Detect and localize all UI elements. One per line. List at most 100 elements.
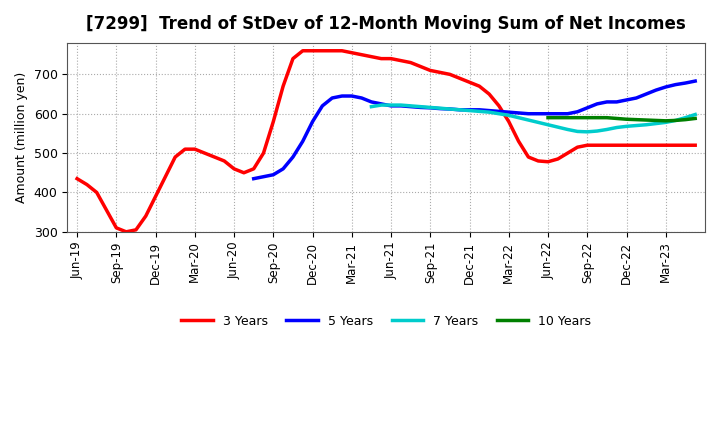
5 Years — [328, 95, 336, 101]
7 Years — [573, 129, 582, 134]
5 Years — [622, 97, 631, 103]
7 Years — [514, 115, 523, 120]
Line: 7 Years: 7 Years — [372, 105, 696, 132]
5 Years — [593, 101, 601, 106]
10 Years — [622, 117, 631, 122]
7 Years — [416, 104, 425, 109]
5 Years — [279, 166, 287, 172]
5 Years — [377, 101, 385, 106]
10 Years — [662, 118, 670, 124]
7 Years — [475, 109, 484, 114]
5 Years — [662, 84, 670, 90]
5 Years — [338, 93, 346, 99]
Line: 5 Years: 5 Years — [253, 81, 696, 179]
3 Years — [298, 48, 307, 53]
7 Years — [642, 122, 650, 128]
7 Years — [691, 112, 700, 117]
7 Years — [456, 107, 464, 113]
7 Years — [622, 124, 631, 129]
5 Years — [603, 99, 611, 105]
5 Years — [367, 99, 376, 105]
5 Years — [249, 176, 258, 181]
5 Years — [671, 82, 680, 87]
Line: 10 Years: 10 Years — [548, 117, 696, 121]
5 Years — [495, 109, 503, 114]
5 Years — [446, 106, 454, 112]
5 Years — [436, 106, 444, 111]
10 Years — [603, 115, 611, 120]
3 Years — [122, 229, 130, 235]
5 Years — [642, 92, 650, 97]
7 Years — [485, 110, 493, 115]
7 Years — [662, 120, 670, 125]
5 Years — [269, 172, 278, 177]
5 Years — [426, 105, 435, 110]
5 Years — [652, 88, 660, 93]
Title: [7299]  Trend of StDev of 12-Month Moving Sum of Net Incomes: [7299] Trend of StDev of 12-Month Moving… — [86, 15, 686, 33]
5 Years — [475, 107, 484, 113]
3 Years — [73, 176, 81, 181]
5 Years — [456, 107, 464, 113]
5 Years — [514, 110, 523, 116]
Line: 3 Years: 3 Years — [77, 51, 696, 232]
7 Years — [583, 129, 592, 135]
5 Years — [406, 104, 415, 109]
7 Years — [613, 125, 621, 130]
5 Years — [583, 105, 592, 110]
10 Years — [652, 118, 660, 123]
7 Years — [652, 121, 660, 126]
7 Years — [534, 120, 543, 125]
5 Years — [289, 154, 297, 160]
5 Years — [348, 93, 356, 99]
5 Years — [563, 111, 572, 116]
7 Years — [632, 123, 641, 128]
3 Years — [485, 92, 493, 97]
5 Years — [534, 111, 543, 116]
10 Years — [681, 117, 690, 122]
7 Years — [426, 105, 435, 110]
7 Years — [544, 122, 552, 128]
10 Years — [544, 115, 552, 120]
5 Years — [554, 111, 562, 116]
5 Years — [387, 103, 395, 109]
7 Years — [505, 113, 513, 118]
3 Years — [397, 58, 405, 63]
7 Years — [436, 106, 444, 111]
7 Years — [681, 115, 690, 120]
7 Years — [397, 103, 405, 108]
5 Years — [681, 81, 690, 86]
5 Years — [318, 103, 327, 109]
5 Years — [259, 174, 268, 180]
3 Years — [348, 50, 356, 55]
5 Years — [465, 107, 474, 113]
5 Years — [691, 78, 700, 84]
5 Years — [573, 109, 582, 114]
10 Years — [583, 115, 592, 120]
5 Years — [416, 105, 425, 110]
10 Years — [691, 116, 700, 121]
5 Years — [524, 111, 533, 116]
10 Years — [563, 115, 572, 120]
7 Years — [671, 118, 680, 123]
10 Years — [554, 115, 562, 120]
7 Years — [524, 117, 533, 123]
7 Years — [495, 111, 503, 116]
7 Years — [446, 106, 454, 112]
3 Years — [161, 174, 170, 180]
5 Years — [308, 119, 317, 124]
Legend: 3 Years, 5 Years, 7 Years, 10 Years: 3 Years, 5 Years, 7 Years, 10 Years — [176, 310, 596, 333]
3 Years — [691, 143, 700, 148]
5 Years — [505, 110, 513, 115]
3 Years — [436, 70, 444, 75]
5 Years — [632, 95, 641, 101]
7 Years — [406, 103, 415, 109]
7 Years — [593, 128, 601, 134]
Y-axis label: Amount (million yen): Amount (million yen) — [15, 72, 28, 203]
10 Years — [613, 116, 621, 121]
7 Years — [377, 103, 385, 108]
7 Years — [387, 103, 395, 108]
10 Years — [632, 117, 641, 122]
5 Years — [485, 108, 493, 113]
5 Years — [613, 99, 621, 105]
7 Years — [554, 125, 562, 130]
